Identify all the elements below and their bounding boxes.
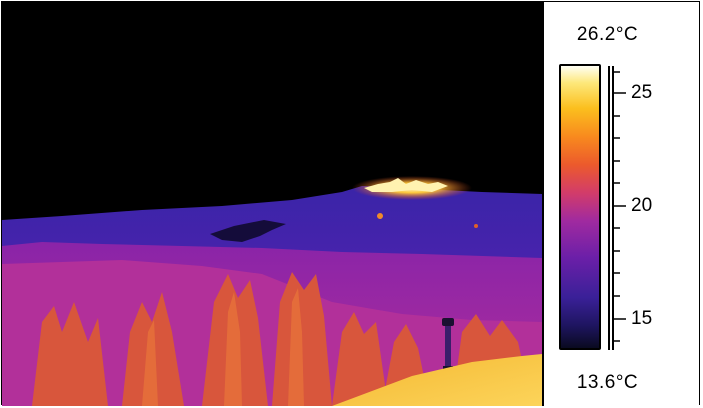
tree-highlights (142, 288, 304, 406)
tick-label-20: 20 (631, 195, 653, 216)
roof (332, 354, 542, 406)
image-divider (542, 2, 544, 406)
hotspot (474, 224, 478, 228)
thermal-image (2, 2, 542, 406)
axis-ticks (613, 71, 626, 342)
tick-label-15: 15 (631, 308, 653, 329)
colorbar (559, 64, 601, 350)
max-temperature-label: 26.2°C (576, 24, 639, 45)
hotspot (377, 213, 383, 219)
temperature-scale-panel: 26.2°C 25 20 (544, 2, 699, 406)
post (445, 324, 451, 370)
min-temperature-label: 13.6°C (576, 372, 639, 393)
tick-label-25: 25 (631, 82, 653, 103)
fire-line (364, 178, 448, 192)
ridge-shadow (210, 220, 286, 242)
post-cap (442, 318, 454, 326)
